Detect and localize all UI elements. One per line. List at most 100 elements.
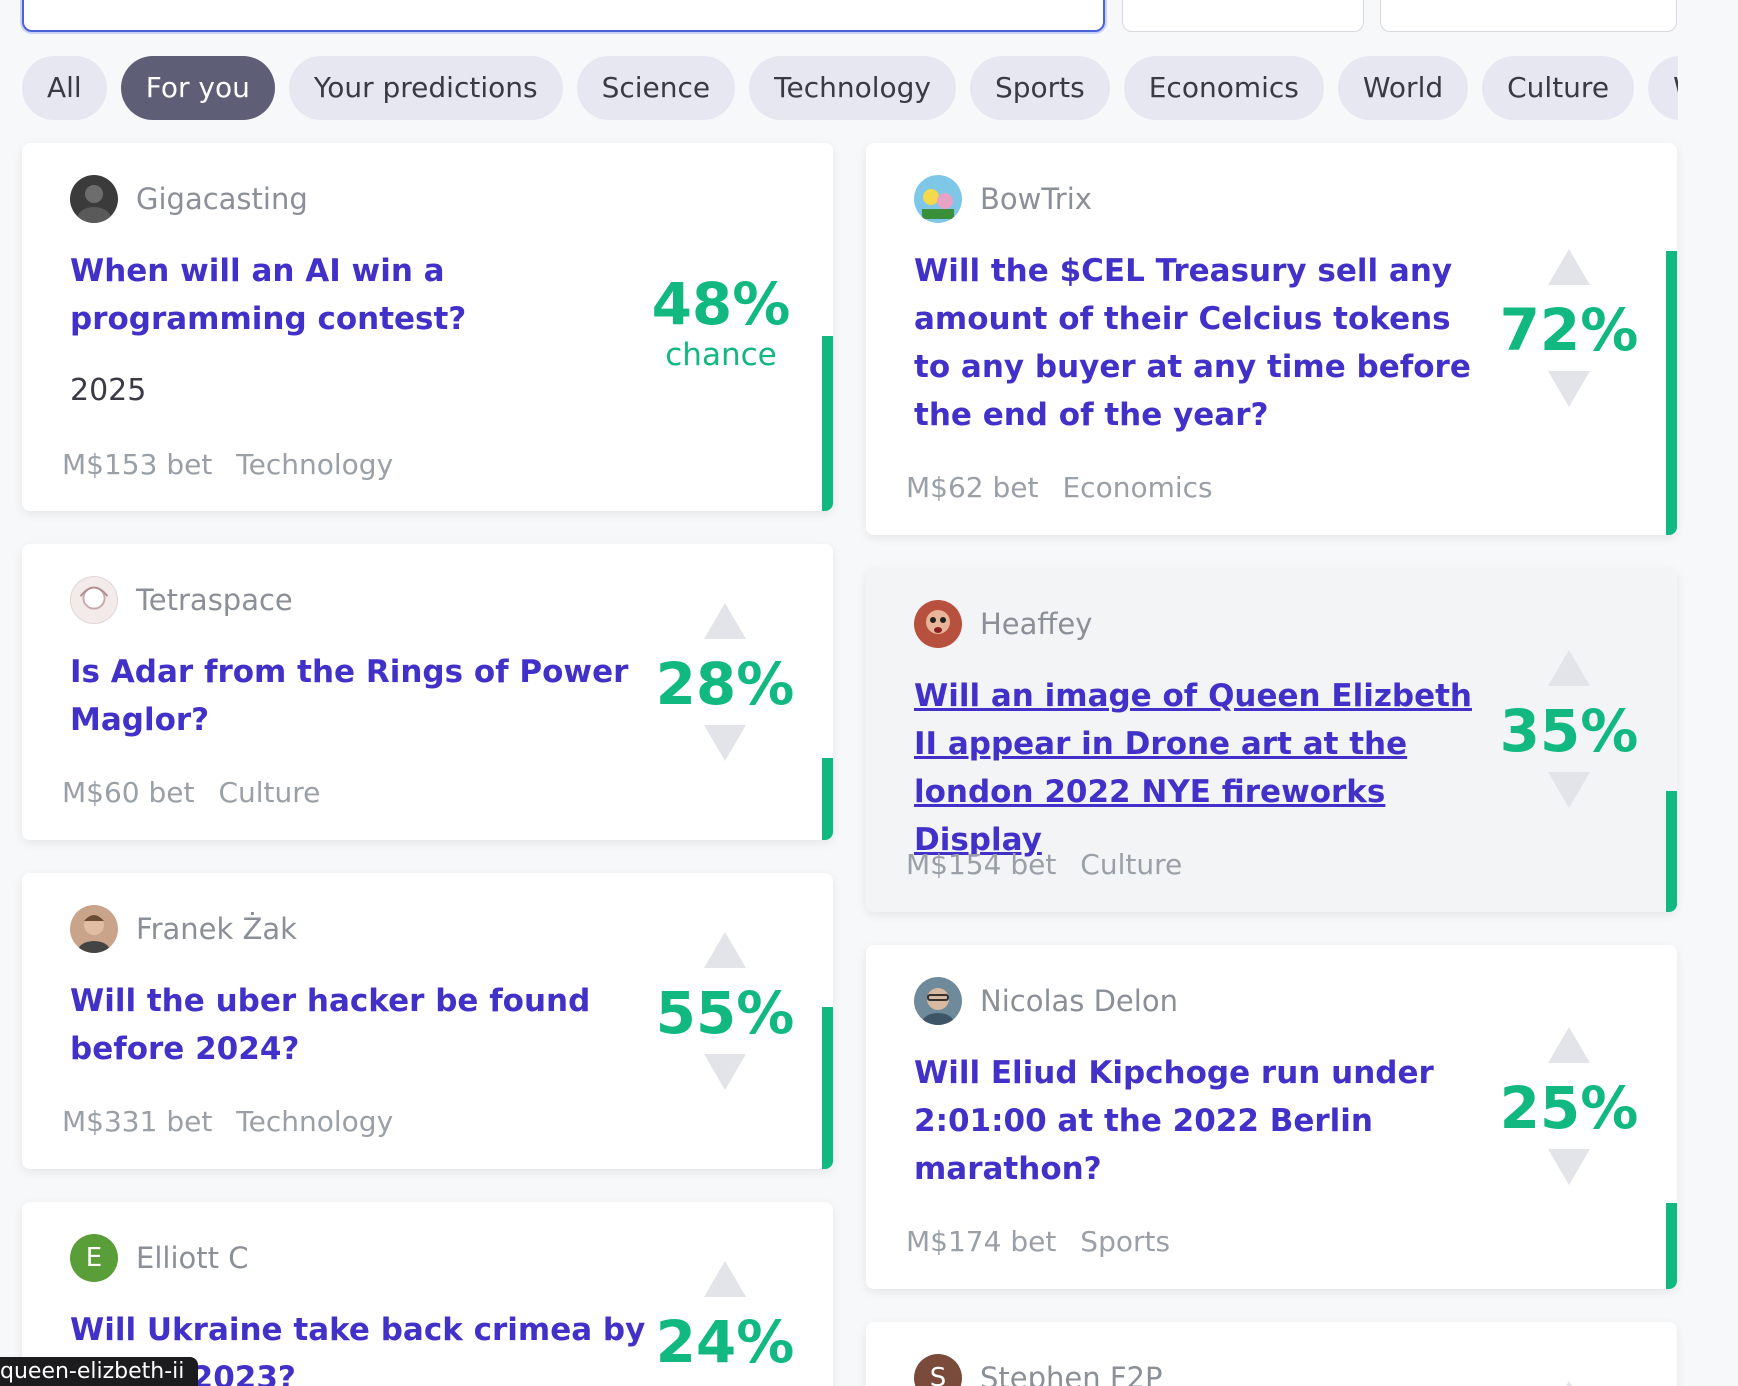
category-tag[interactable]: Technology	[236, 448, 394, 481]
market-card[interactable]: Heaffey Will an image of Queen Elizbeth …	[866, 568, 1677, 912]
market-footer: M$62 bet Economics	[906, 471, 1213, 504]
creator-name: Elliott C	[136, 1241, 249, 1275]
market-question[interactable]: Will the $CEL Treasury sell any amount o…	[914, 253, 1471, 433]
tab-world[interactable]: World	[1337, 56, 1469, 120]
probability-bar	[822, 336, 833, 511]
market-question[interactable]: When will an AI win a programming contes…	[70, 253, 467, 337]
bet-volume: M$331 bet	[62, 1105, 213, 1138]
tab-economics[interactable]: Economics	[1123, 56, 1324, 120]
status-url-tooltip: queen-elizbeth-ii	[0, 1357, 199, 1386]
bet-volume: M$60 bet	[62, 776, 195, 809]
bet-no-arrow-icon[interactable]	[1548, 1149, 1590, 1185]
probability: 55%	[655, 932, 795, 1090]
market-footer: M$174 bet Sports	[906, 1225, 1170, 1258]
bet-yes-arrow-icon[interactable]	[704, 603, 746, 639]
tab-science[interactable]: Science	[576, 56, 736, 120]
category-tag[interactable]: Technology	[236, 1105, 394, 1138]
market-card[interactable]: S Stephen F2P	[866, 1322, 1677, 1386]
bet-yes-arrow-icon[interactable]	[1548, 249, 1590, 285]
probability-bar	[1666, 1203, 1677, 1289]
probability-bar	[822, 1007, 833, 1169]
creator-name: BowTrix	[980, 182, 1092, 216]
category-tabs: All For you Your predictions Science Technol…	[22, 56, 1678, 120]
category-tag[interactable]: Sports	[1080, 1225, 1171, 1258]
market-card[interactable]: BowTrix Will the $CEL Treasury sell any …	[866, 143, 1677, 535]
probability: 35%	[1499, 650, 1639, 808]
probability: 25%	[1499, 1027, 1639, 1185]
bet-volume: M$62 bet	[906, 471, 1039, 504]
tab-for-you[interactable]: For you	[120, 56, 275, 120]
bet-no-arrow-icon[interactable]	[704, 725, 746, 761]
creator-name: Stephen F2P	[980, 1361, 1163, 1386]
bet-yes-arrow-icon[interactable]	[704, 1261, 746, 1297]
category-tag[interactable]: Culture	[1080, 848, 1183, 881]
sort-select[interactable]	[1122, 0, 1364, 32]
probability: 72%	[1499, 249, 1639, 407]
avatar-letter: E	[70, 1234, 118, 1282]
search-input[interactable]	[22, 0, 1105, 32]
market-question[interactable]: Will an image of Queen Elizbeth II appea…	[914, 678, 1472, 858]
bet-volume: M$154 bet	[906, 848, 1057, 881]
market-question[interactable]: Will Eliud Kipchoge run under 2:01:00 at…	[914, 1055, 1434, 1187]
market-question[interactable]: Will the uber hacker be found before 202…	[70, 983, 591, 1067]
tab-sports[interactable]: Sports	[969, 56, 1110, 120]
probability-bar	[822, 758, 833, 840]
user-photo-icon	[70, 905, 118, 953]
market-card[interactable]: Nicolas Delon Will Eliud Kipchoge run un…	[866, 945, 1677, 1289]
creator[interactable]: Franek Żak	[70, 905, 297, 953]
tab-culture[interactable]: Culture	[1482, 56, 1635, 120]
filter-select[interactable]	[1380, 0, 1677, 32]
market-question[interactable]: Is Adar from the Rings of Power Maglor?	[70, 654, 629, 738]
market-footer: M$154 bet Culture	[906, 848, 1182, 881]
user-cartoon-icon	[914, 175, 962, 223]
bet-volume: M$153 bet	[62, 448, 213, 481]
user-photo-icon	[70, 175, 118, 223]
market-card[interactable]: Gigacasting When will an AI win a progra…	[22, 143, 833, 511]
probability: 48% chance	[651, 271, 791, 373]
bet-yes-arrow-icon[interactable]	[1548, 1381, 1590, 1386]
market-card[interactable]: Franek Żak Will the uber hacker be found…	[22, 873, 833, 1169]
creator-name: Tetraspace	[136, 583, 293, 617]
bet-volume: M$174 bet	[906, 1225, 1057, 1258]
tab-more[interactable]: W	[1648, 56, 1678, 120]
user-drawing-icon	[70, 576, 118, 624]
probability-value: 28%	[655, 650, 795, 718]
tab-your-predictions[interactable]: Your predictions	[288, 56, 563, 120]
probability-value: 24%	[655, 1308, 795, 1376]
probability-value: 55%	[655, 979, 795, 1047]
creator[interactable]: Nicolas Delon	[914, 977, 1178, 1025]
probability-value: 35%	[1499, 697, 1639, 765]
bet-no-arrow-icon[interactable]	[704, 1054, 746, 1090]
probability-value: 25%	[1499, 1074, 1639, 1142]
probability-bar	[1666, 251, 1677, 535]
probability: 24%	[655, 1261, 795, 1383]
bet-yes-arrow-icon[interactable]	[704, 932, 746, 968]
category-tag[interactable]: Culture	[218, 776, 321, 809]
bet-yes-arrow-icon[interactable]	[1548, 1027, 1590, 1063]
market-footer: M$331 bet Technology	[62, 1105, 393, 1138]
top-bar	[0, 0, 1738, 40]
creator-name: Gigacasting	[136, 182, 308, 216]
bet-yes-arrow-icon[interactable]	[1548, 650, 1590, 686]
creator[interactable]: S Stephen F2P	[914, 1354, 1162, 1386]
tab-all[interactable]: All	[22, 56, 107, 120]
creator[interactable]: BowTrix	[914, 175, 1092, 223]
probability-bar	[1666, 791, 1677, 912]
bet-no-arrow-icon[interactable]	[1548, 772, 1590, 808]
creator-name: Franek Żak	[136, 912, 297, 946]
user-photo-icon	[914, 977, 962, 1025]
user-photo-icon	[914, 600, 962, 648]
creator-name: Heaffey	[980, 607, 1093, 641]
creator[interactable]: Gigacasting	[70, 175, 308, 223]
bet-no-arrow-icon[interactable]	[1548, 371, 1590, 407]
probability-label: chance	[665, 337, 777, 373]
market-card[interactable]: Tetraspace Is Adar from the Rings of Pow…	[22, 544, 833, 840]
creator-name: Nicolas Delon	[980, 984, 1178, 1018]
probability-value: 72%	[1499, 296, 1639, 364]
category-tag[interactable]: Economics	[1062, 471, 1213, 504]
tab-technology[interactable]: Technology	[749, 56, 956, 120]
probability-value: 48%	[651, 270, 791, 338]
creator[interactable]: Heaffey	[914, 600, 1092, 648]
creator[interactable]: E Elliott C	[70, 1234, 248, 1282]
creator[interactable]: Tetraspace	[70, 576, 293, 624]
